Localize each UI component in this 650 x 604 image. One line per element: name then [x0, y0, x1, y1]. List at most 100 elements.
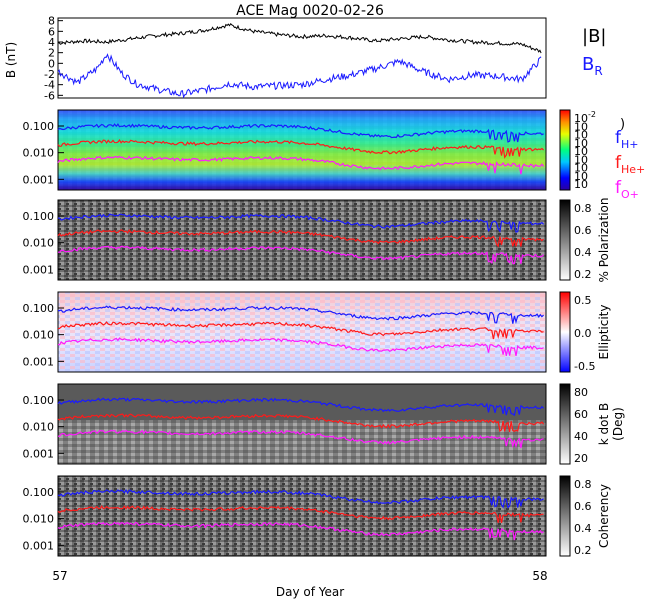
colorbar-tick-label: 0.6	[574, 500, 592, 513]
freq-ytick-label: 0.010	[23, 329, 55, 342]
power-panel	[57, 109, 571, 191]
ellipticity-texture	[58, 292, 546, 372]
legend-BR: BR	[582, 54, 603, 78]
polarization-colorbar	[559, 199, 571, 281]
freq-line-f_He+	[57, 413, 545, 433]
colorbar-label: (Deg)	[611, 407, 625, 441]
freq-ytick-label: 0.001	[23, 355, 55, 368]
freq-ytick-label: 0.001	[23, 539, 55, 552]
power-colorbar-label: )	[620, 117, 625, 132]
freq-ytick-label: 0.100	[23, 210, 55, 223]
mag-ytick-label: -2	[44, 68, 55, 81]
legend-absB: |B|	[582, 26, 606, 47]
colorbar-tick-label: 10	[574, 153, 588, 166]
frequency-axes: 0.100 0.010 0.001 0.100 0.010 0.001 0.100 0.010…	[23, 120, 64, 552]
freq-line-f_O+	[57, 155, 545, 175]
ellipticity-frame	[57, 291, 547, 373]
colorbar-tick-label: 10	[574, 145, 588, 158]
mag-ytick-label: 0	[48, 57, 55, 70]
freq-line-f_H+	[57, 489, 544, 509]
chart-title: ACE Mag 0020-02-26	[236, 3, 384, 19]
kdotb-texture	[58, 420, 546, 464]
colorbar-tick-label: 80	[574, 386, 588, 399]
mag-ytick-label: -6	[44, 89, 55, 102]
freq-line-f_H+	[58, 305, 544, 324]
kdotb-colorbar	[559, 383, 571, 465]
polarization-frame	[57, 199, 547, 281]
frequency-lines	[57, 123, 545, 541]
freq-line-f_He+	[57, 229, 545, 248]
freq-line-f_He+	[57, 139, 544, 159]
freq-line-f_He+	[57, 321, 544, 340]
colorbar-tick-label: 20	[574, 452, 588, 465]
mag-ytick-label: -4	[44, 79, 55, 92]
x-tick-57: 57	[52, 569, 67, 583]
polarization-panel	[57, 199, 571, 281]
colorbar-tick-label: 10	[574, 120, 588, 133]
kdotb-panel	[57, 383, 571, 465]
coherency-spectrogram	[58, 476, 546, 556]
colorbar-tick-label: 60	[574, 408, 588, 421]
mag-ytick-label: 4	[48, 36, 55, 49]
colorbar-tick-label: 0.8	[574, 202, 592, 215]
freq-line-f_H+	[57, 213, 545, 233]
x-tick-58: 58	[532, 569, 547, 583]
kdotb-frame	[57, 383, 547, 465]
colorbar-tick-label: 10	[574, 170, 588, 183]
power-frame	[57, 109, 547, 191]
mag-series-0	[57, 23, 542, 54]
freq-ytick-label: 0.010	[23, 513, 55, 526]
freq-line-f_O+	[57, 245, 545, 265]
colorbar-tick-label: 0.4	[574, 522, 592, 535]
freq-line-f_He+	[57, 505, 544, 524]
freq-ytick-label: 0.010	[23, 147, 55, 160]
freq-ytick-label: 0.001	[23, 447, 55, 460]
coherency-frame	[57, 475, 547, 557]
freq-ytick-label: 0.100	[23, 486, 55, 499]
freq-line-f_H+	[57, 397, 545, 417]
colorbar-tick-label: 40	[574, 430, 588, 443]
colorbar-tick-label: 0.0	[574, 327, 592, 340]
ellipticity-colorbar	[559, 291, 571, 373]
colorbar-tick-label: 10	[574, 137, 588, 150]
freq-ytick-label: 0.100	[23, 120, 55, 133]
colorbar-tick-label: 10	[574, 178, 588, 191]
freq-line-f_O+	[57, 429, 544, 449]
colorbar-tick-label: 0.4	[574, 246, 592, 259]
mag-series-1	[57, 53, 542, 99]
colorbar-label: Coherency	[597, 484, 611, 548]
colorbar-label: Ellipticity	[597, 305, 611, 360]
legend-fHe: fHe+	[615, 153, 645, 176]
mag-ytick-label: 2	[48, 47, 55, 60]
mag-ytick-label: 8	[48, 15, 55, 28]
freq-line-f_O+	[57, 521, 544, 541]
colorbar-label: k dot B	[597, 403, 611, 445]
colorbar-label: % Polarization	[597, 198, 611, 283]
colorbar-tick-label: 0.2	[574, 544, 592, 557]
freq-line-f_O+	[57, 337, 544, 357]
legend-fH: fH+	[615, 128, 639, 151]
x-axis-label: Day of Year	[276, 585, 344, 599]
colorbar-tick-label: 0.8	[574, 478, 592, 491]
polarization-spectrogram	[58, 200, 546, 280]
colorbar-tick-label: 0.2	[574, 268, 592, 281]
mag-ylabel: B (nT)	[4, 42, 18, 78]
freq-ytick-label: 0.001	[23, 263, 55, 276]
coherency-panel	[57, 475, 571, 557]
freq-ytick-label: 0.100	[23, 302, 55, 315]
power-texture	[58, 110, 546, 190]
mag-lines	[57, 23, 542, 99]
colorbar-tick-label: 0.5	[574, 294, 592, 307]
coherency-colorbar	[559, 475, 571, 557]
freq-ytick-label: 0.010	[23, 237, 55, 250]
ellipticity-panel	[57, 291, 571, 373]
freq-ytick-label: 0.010	[23, 421, 55, 434]
freq-ytick-label: 0.100	[23, 394, 55, 407]
colorbar-tick-label: 10	[574, 129, 588, 142]
colorbar-tick-label: 0.6	[574, 224, 592, 237]
legend-fO: fO+	[615, 178, 639, 201]
